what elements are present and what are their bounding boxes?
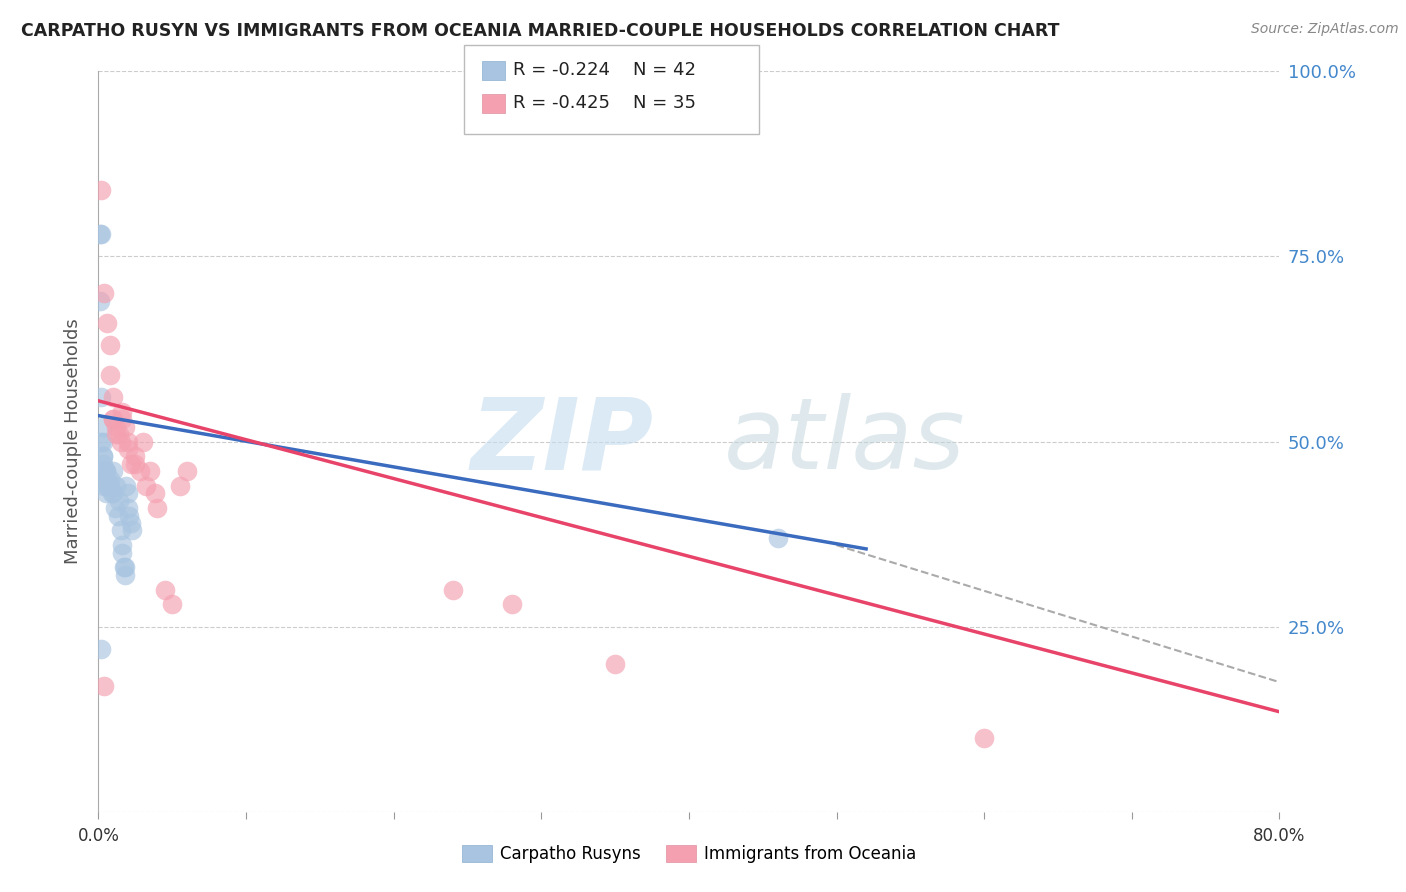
Point [117,434,139,449]
Point [94,464,117,478]
Point [139,464,162,478]
Point [110,524,132,538]
Point [162,598,183,612]
Point [96,471,118,485]
Point [107,508,129,523]
Point [91,457,114,471]
Point [766,531,789,545]
Point [120,457,142,471]
Point [117,442,139,456]
Point [91,434,114,449]
Point [114,560,136,574]
Point [105,479,128,493]
Point [91,450,114,464]
Point [90,183,112,197]
Point [501,598,523,612]
Point [103,390,125,404]
Point [93,679,115,693]
Point [89,227,111,242]
Point [146,501,169,516]
Y-axis label: Married-couple Households: Married-couple Households [65,318,83,565]
Point [128,464,150,478]
Text: Source: ZipAtlas.com: Source: ZipAtlas.com [1251,22,1399,37]
Point [105,427,128,442]
Point [90,227,112,242]
Point [114,419,136,434]
Point [98,368,121,382]
Point [91,419,114,434]
Point [90,641,112,656]
Point [112,560,135,574]
Point [89,293,111,308]
Point [169,479,191,493]
Point [103,486,125,500]
Point [135,479,157,493]
Point [115,479,138,493]
Text: R = -0.425    N = 35: R = -0.425 N = 35 [513,95,696,112]
Point [103,464,125,478]
Point [96,316,118,330]
Point [124,457,146,471]
Point [110,434,132,449]
Legend: Carpatho Rusyns, Immigrants from Oceania: Carpatho Rusyns, Immigrants from Oceania [456,838,922,870]
Point [114,567,136,582]
Point [120,516,142,530]
Point [605,657,627,671]
Text: CARPATHO RUSYN VS IMMIGRANTS FROM OCEANIA MARRIED-COUPLE HOUSEHOLDS CORRELATION : CARPATHO RUSYN VS IMMIGRANTS FROM OCEANI… [21,22,1060,40]
Point [94,486,117,500]
Point [121,524,143,538]
Point [143,486,166,500]
Point [108,493,131,508]
Point [176,464,198,478]
Point [93,479,115,493]
Point [105,419,128,434]
Point [111,538,134,552]
Point [90,390,112,404]
Point [108,427,131,442]
Point [441,582,464,597]
Text: atlas: atlas [724,393,966,490]
Text: ZIP: ZIP [471,393,654,490]
Point [117,486,139,500]
Point [103,412,125,426]
Point [973,731,995,745]
Text: R = -0.224    N = 42: R = -0.224 N = 42 [513,62,696,79]
Point [111,412,134,426]
Point [98,479,121,493]
Point [111,546,134,560]
Point [96,479,118,493]
Point [93,286,115,301]
Point [118,508,141,523]
Point [97,479,120,493]
Point [100,486,122,500]
Point [98,338,121,352]
Point [124,450,146,464]
Point [153,582,176,597]
Point [111,405,134,419]
Point [93,464,115,478]
Point [117,501,139,516]
Point [90,434,112,449]
Point [132,434,155,449]
Point [104,501,127,516]
Point [98,471,121,485]
Point [94,464,117,478]
Point [93,464,115,478]
Point [91,450,114,464]
Point [103,412,125,426]
